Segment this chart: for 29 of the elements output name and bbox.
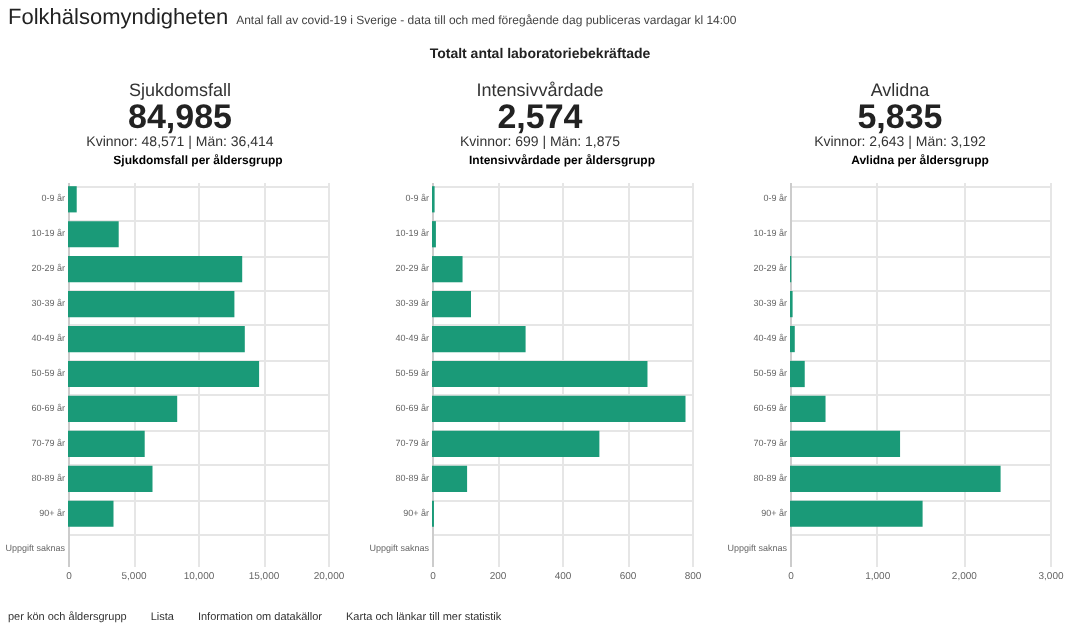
bar <box>68 500 114 527</box>
bar <box>68 186 77 213</box>
text: Avlidna <box>868 80 932 100</box>
bar <box>68 465 153 492</box>
bar <box>431 395 685 423</box>
bar <box>68 325 245 353</box>
bar <box>431 325 525 353</box>
text: Folkhälsomyndigheten <box>8 6 229 30</box>
bar <box>431 256 462 283</box>
bar <box>68 360 260 388</box>
text: Intensivvårdade <box>474 80 606 100</box>
text: Sjukdomsfall <box>126 80 234 100</box>
bar <box>431 465 467 492</box>
bar <box>431 291 470 318</box>
bar <box>789 395 825 423</box>
bar <box>68 395 178 423</box>
text: 2,574 <box>497 98 585 136</box>
bar <box>68 221 119 248</box>
bar <box>789 465 1000 492</box>
text: 5,835 <box>857 98 945 136</box>
bar <box>431 430 599 457</box>
text: 84,985 <box>128 98 234 136</box>
bar <box>789 360 804 388</box>
bar <box>68 256 243 283</box>
bar <box>789 500 922 527</box>
bar <box>68 291 235 318</box>
bar <box>789 430 900 457</box>
bar <box>431 360 647 388</box>
bar <box>68 430 145 457</box>
